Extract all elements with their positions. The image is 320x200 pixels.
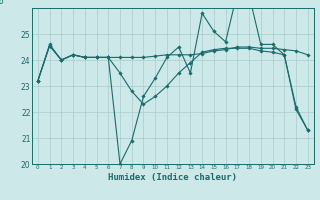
X-axis label: Humidex (Indice chaleur): Humidex (Indice chaleur) — [108, 173, 237, 182]
Text: 26: 26 — [0, 0, 4, 6]
